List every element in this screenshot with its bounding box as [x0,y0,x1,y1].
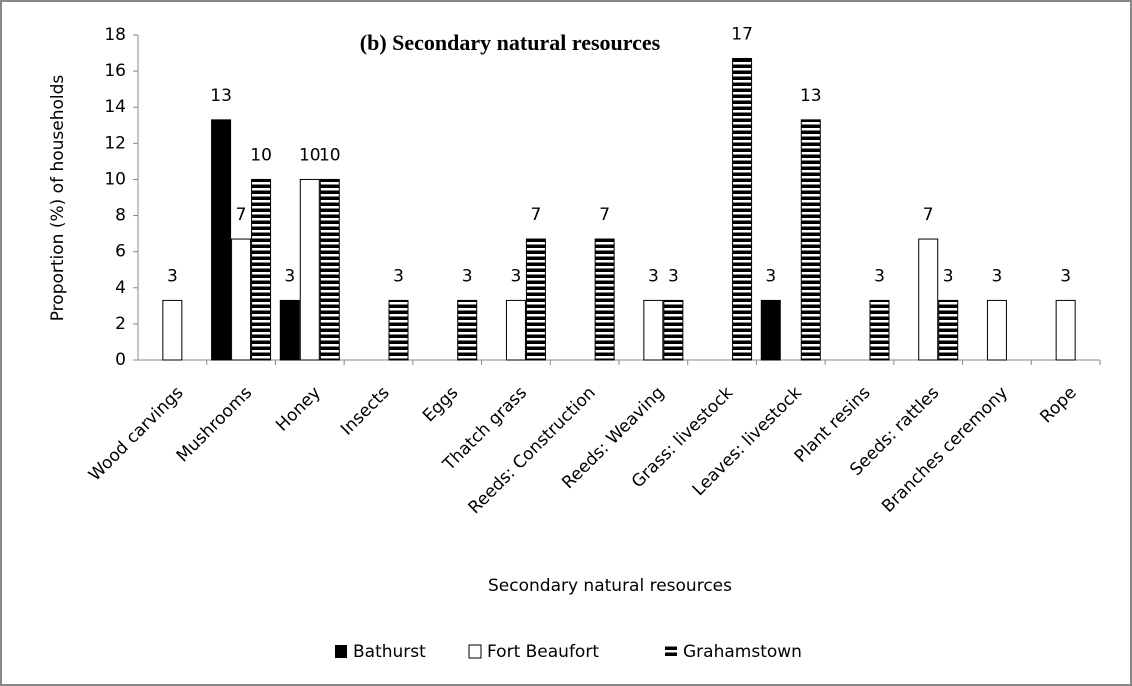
y-tick-label: 0 [115,350,126,370]
bar [162,299,183,361]
bar [251,178,272,361]
y-tick-label: 12 [104,133,126,153]
y-tick-label: 2 [115,314,126,334]
y-axis-label: Proportion (%) of households [48,75,68,322]
value-label: 3 [648,266,659,286]
y-tick-label: 16 [104,61,126,81]
legend-label: Grahamstown [683,642,802,662]
bar [663,299,684,361]
bar [986,299,1007,361]
value-label: 7 [531,205,542,225]
legend-label: Fort Beaufort [487,642,599,662]
value-label: 3 [874,266,885,286]
value-label: 17 [731,24,753,44]
legend-swatch [665,645,677,658]
value-label: 3 [765,266,776,286]
y-tick-label: 10 [104,169,126,189]
bar [388,299,409,361]
bar [800,119,821,361]
value-label: 3 [1060,266,1071,286]
value-label: 7 [599,205,610,225]
bar [505,299,526,361]
value-label: 7 [923,205,934,225]
bar [279,299,300,361]
value-label: 10 [299,145,321,165]
value-label: 3 [284,266,295,286]
bar [938,299,959,361]
bar [457,299,478,361]
chart-title: (b) Secondary natural resources [360,30,661,55]
value-label: 10 [319,145,341,165]
x-axis-label: Secondary natural resources [488,576,732,596]
y-tick-label: 4 [115,278,126,298]
bar [211,119,232,361]
value-label: 13 [800,86,822,106]
bar [643,299,664,361]
bar [525,238,546,361]
value-label: 3 [511,266,522,286]
value-label: 10 [250,145,272,165]
bar [231,238,252,361]
value-label: 13 [210,86,232,106]
bar [869,299,890,361]
bar [732,57,753,361]
value-label: 3 [462,266,473,286]
legend-label: Bathurst [353,642,426,662]
bar [319,178,340,361]
y-tick-label: 18 [104,25,126,45]
y-tick-label: 8 [115,206,126,226]
value-label: 3 [668,266,679,286]
value-label: 3 [393,266,404,286]
value-label: 7 [236,205,247,225]
bar [594,238,615,361]
legend-swatch [335,645,347,658]
value-label: 3 [992,266,1003,286]
y-tick-label: 6 [115,242,126,262]
value-label: 3 [167,266,178,286]
bar [760,299,781,361]
y-tick-label: 14 [104,97,126,117]
bar [299,178,320,361]
bar [918,238,939,361]
legend-swatch [468,644,482,659]
bar [1055,299,1076,361]
value-label: 3 [943,266,954,286]
